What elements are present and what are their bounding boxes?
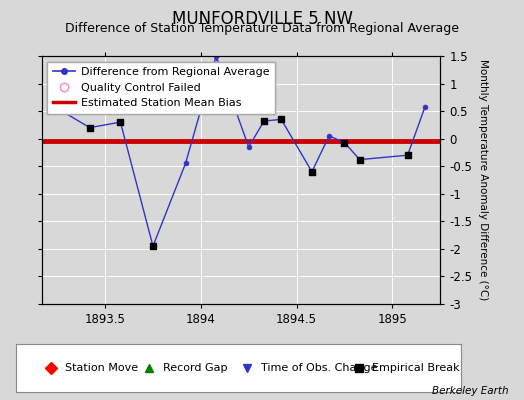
- Point: [356, 156, 364, 163]
- Text: Empirical Break: Empirical Break: [372, 363, 460, 373]
- Point: [260, 118, 268, 124]
- Point: [277, 116, 286, 122]
- Text: Time of Obs. Change: Time of Obs. Change: [261, 363, 377, 373]
- Y-axis label: Monthly Temperature Anomaly Difference (°C): Monthly Temperature Anomaly Difference (…: [478, 59, 488, 301]
- Point: [116, 119, 125, 125]
- Text: Station Move: Station Move: [65, 363, 138, 373]
- Point: [403, 152, 412, 158]
- Text: Berkeley Earth: Berkeley Earth: [432, 386, 508, 396]
- Point: [340, 139, 348, 146]
- Text: MUNFORDVILLE 5 NW: MUNFORDVILLE 5 NW: [171, 10, 353, 28]
- Legend: Difference from Regional Average, Quality Control Failed, Estimated Station Mean: Difference from Regional Average, Qualit…: [48, 62, 275, 114]
- Text: Record Gap: Record Gap: [162, 363, 227, 373]
- Point: [212, 53, 220, 59]
- Point: [308, 168, 316, 175]
- Point: [149, 243, 157, 249]
- Text: Difference of Station Temperature Data from Regional Average: Difference of Station Temperature Data f…: [65, 22, 459, 35]
- Point: [85, 124, 94, 131]
